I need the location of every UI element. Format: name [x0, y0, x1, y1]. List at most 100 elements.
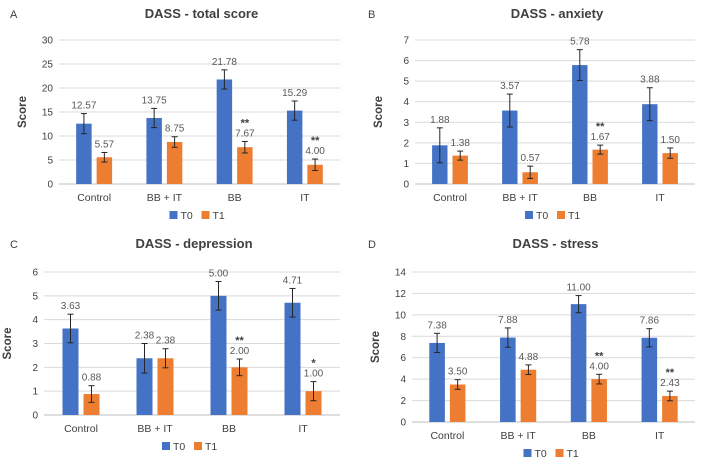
data-label: 0.57 — [520, 153, 540, 164]
data-label: 5.00 — [209, 269, 229, 280]
bar-t1 — [449, 384, 466, 422]
legend-swatch-t0 — [169, 211, 178, 219]
legend-swatch-t0 — [523, 449, 532, 457]
legend-swatch-t1 — [557, 211, 565, 219]
category-label: IT — [655, 192, 665, 204]
chart-title: DASS - total score — [145, 6, 258, 21]
legend-label-t0: T0 — [173, 441, 185, 453]
legend-swatch-t1 — [201, 211, 210, 219]
bar-t0 — [642, 104, 658, 184]
bar-t0 — [76, 123, 92, 184]
category-label: IT — [655, 430, 665, 442]
significance-marker: ** — [595, 350, 604, 362]
data-label: 3.50 — [448, 367, 468, 378]
y-tick-label: 6 — [400, 353, 406, 364]
category-label: BB — [222, 423, 236, 435]
bar-t1 — [592, 149, 608, 184]
y-tick-label: 5 — [47, 156, 53, 167]
bar-t1 — [231, 367, 248, 415]
y-tick-label: 1 — [403, 159, 409, 170]
data-label: 11.00 — [566, 283, 591, 294]
data-label: 4.71 — [283, 275, 303, 286]
bar-t0 — [286, 110, 303, 184]
bar-t1 — [237, 147, 253, 184]
y-tick-label: 25 — [42, 60, 54, 71]
y-tick-label: 1 — [32, 387, 38, 398]
category-label: IT — [298, 423, 308, 435]
category-label: Control — [77, 192, 111, 204]
significance-marker: ** — [311, 135, 320, 147]
data-label: 12.57 — [71, 101, 96, 112]
data-label: 3.57 — [500, 81, 520, 92]
category-label: Control — [433, 192, 467, 204]
y-axis-label: Score — [373, 96, 385, 128]
data-label: 7.86 — [640, 316, 660, 327]
panel-letter: A — [10, 9, 18, 21]
data-label: 7.67 — [235, 128, 255, 139]
y-axis-label: Score — [370, 331, 382, 363]
y-tick-label: 3 — [403, 118, 409, 129]
panel-letter: B — [368, 9, 375, 21]
y-tick-label: 0 — [47, 180, 53, 191]
y-tick-label: 2 — [400, 396, 406, 407]
bar-t1 — [307, 164, 323, 184]
chart-panel-a: A DASS - total score 0 5 10 15 20 25 30 Score Cont… — [10, 6, 340, 222]
category-label: BB + IT — [137, 423, 173, 435]
chart-panel-d: D DASS - stress 0 2 4 6 8 10 12 14 Score Control 7.3… — [368, 236, 695, 460]
bar-t0 — [210, 295, 227, 415]
chart-panel-b: B DASS - anxiety 0 1 2 3 4 5 6 7 Score Control 1.88 1… — [368, 6, 695, 222]
y-tick-label: 5 — [403, 77, 409, 88]
legend-label-t1: T1 — [213, 210, 225, 222]
bar-t1 — [452, 155, 468, 184]
y-tick-label: 0 — [32, 411, 38, 422]
data-label: 21.78 — [212, 57, 237, 68]
y-tick-label: 12 — [395, 289, 407, 300]
bar-t0 — [500, 337, 516, 422]
y-tick-label: 2 — [32, 363, 38, 374]
bar-t0 — [641, 337, 658, 422]
bar-t1 — [662, 153, 678, 184]
significance-marker: * — [311, 358, 316, 370]
data-label: 4.88 — [519, 352, 539, 363]
y-tick-label: 8 — [400, 332, 406, 343]
data-label: 5.57 — [95, 139, 115, 150]
data-label: 5.78 — [570, 37, 590, 48]
y-tick-label: 10 — [395, 310, 407, 321]
data-label: 2.38 — [135, 331, 155, 342]
y-tick-label: 20 — [42, 84, 54, 95]
y-axis-label: Score — [2, 328, 14, 360]
y-axis-label: Score — [17, 96, 29, 128]
y-tick-label: 7 — [403, 36, 409, 47]
bar-t0 — [570, 304, 587, 422]
y-tick-label: 4 — [403, 97, 409, 108]
category-label: BB — [228, 192, 242, 204]
data-label: 7.38 — [427, 320, 447, 331]
legend-label-t1: T1 — [568, 210, 580, 222]
y-tick-label: 10 — [42, 132, 54, 143]
y-tick-label: 3 — [32, 339, 38, 350]
significance-marker: ** — [235, 335, 244, 347]
bar-t0 — [502, 110, 518, 184]
data-label: 2.38 — [156, 336, 176, 347]
y-tick-label: 4 — [32, 315, 38, 326]
category-label: Control — [64, 423, 98, 435]
legend-swatch-t0 — [525, 211, 533, 219]
y-tick-label: 30 — [42, 36, 54, 47]
significance-marker: ** — [596, 121, 605, 133]
chart-title: DASS - stress — [513, 236, 599, 251]
data-label: 3.63 — [61, 301, 81, 312]
bar-t1 — [662, 395, 678, 422]
data-label: 3.88 — [640, 75, 660, 86]
chart-title: DASS - anxiety — [511, 6, 604, 21]
bar-t1 — [96, 157, 113, 184]
legend-swatch-t1 — [555, 449, 564, 457]
data-label: 1.67 — [590, 132, 610, 143]
data-label: 8.75 — [165, 124, 185, 135]
category-label: BB + IT — [502, 192, 538, 204]
data-label: 0.88 — [82, 373, 102, 384]
category-label: IT — [300, 192, 310, 204]
data-label: 1.38 — [450, 138, 470, 149]
chart-title: DASS - depression — [135, 236, 252, 251]
data-label: 4.00 — [589, 361, 609, 372]
